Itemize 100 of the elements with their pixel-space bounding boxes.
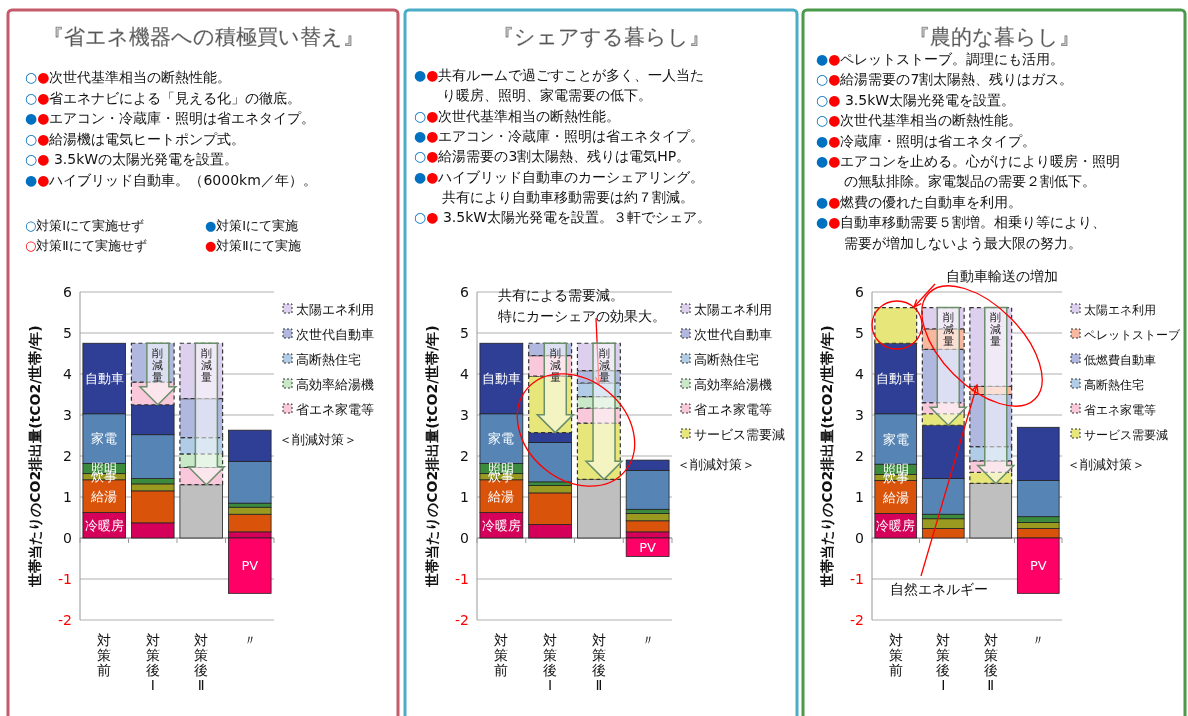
text: ○● 3.5kW太陽光発電を設置。３軒でシェア。 [414,209,712,226]
legend-label: 高効率給湯機 [296,377,374,393]
legend-title: ＜削減対策＞ [1067,456,1145,472]
text: ○● 3.5kW太陽光発電を設置。 [816,91,1016,108]
text: ○●給湯機は電気ヒートポンプ式。 [25,130,246,147]
annotation: 削減量 [942,311,954,349]
x-tick-label: 対策前 [494,631,509,678]
legend-title: ＜削減対策＞ [677,456,755,472]
legend-label: 次世代自動車 [694,327,772,343]
series-label: 家電 [91,431,118,447]
x-tick-label: 対策後Ⅱ [591,631,606,693]
y-tick-label: 4 [460,365,470,382]
series-label: 自動車 [481,371,521,387]
y-tick-label: 5 [855,324,864,341]
annotation: 削減量 [990,311,1002,349]
y-tick-label: 3 [63,406,72,423]
y-tick-label: 0 [460,529,469,546]
series-label: 冷暖房 [481,517,521,533]
annotation: 削減量 [598,347,610,384]
y-tick-label: 2 [63,447,72,464]
text: ●●エアコンを止める。心がけにより暖房・照明の無駄排除。家電製品の需要２割低下。 [816,153,1121,190]
y-tick-label: 0 [855,529,864,546]
series-label: PV [1029,558,1047,574]
series-label: 給湯 [881,489,909,505]
text: ●対策Ⅰにて実施 [205,218,299,233]
text: ●●冷蔵庫・照明は省エネタイプ。 [816,132,1037,149]
y-axis-title: 世帯当たりのCO2排出量(tCO2/世帯/年) [27,325,43,588]
text: 『農的な暮らし』 [908,25,1080,49]
text: 『省エネ機器への積極買い替え』 [42,25,364,49]
y-tick-label: 5 [460,324,469,341]
text: ●●燃費の優れた自動車を利用。 [816,193,1023,210]
text: ○● 3.5kWの太陽光発電を設置。 [25,151,239,167]
y-tick-label: 2 [460,447,469,464]
y-tick-label: 2 [855,447,864,464]
text: ○対策Ⅰにて実施せず [25,218,145,233]
y-tick-label: -2 [455,611,469,628]
y-tick-label: -2 [58,611,72,628]
y-tick-label: 6 [855,283,865,300]
text: 自動車輸送の増加 [946,268,1058,284]
text: ○●次世代基準相当の断熱性能。 [816,112,1023,129]
bar [969,483,1013,539]
text: ○●省エネナビによる「見える化」の徹底。 [25,89,302,106]
y-tick-label: 6 [63,283,73,300]
text: ●対策Ⅱにて実施 [205,238,301,253]
x-tick-label: 〃 [1031,631,1046,648]
legend-label: 太陽エネ利用 [694,302,772,318]
legend-label: 省エネ家電等 [296,402,374,418]
annotation: 削減量 [152,347,164,384]
series-label: 家電 [882,431,909,447]
series-label: 冷暖房 [84,517,124,533]
y-tick-label: -1 [58,570,72,587]
y-tick-label: 4 [855,365,865,382]
y-tick-label: 1 [855,488,864,505]
y-tick-label: 6 [460,283,470,300]
annotation: 削減量 [200,347,212,384]
series-label: PV [241,558,259,574]
y-tick-label: 4 [63,365,73,382]
y-tick-label: -1 [850,570,864,587]
text: ○●次世代基準相当の断熱性能。 [25,69,232,85]
legend-label: 太陽エネ利用 [1084,303,1156,318]
text: ●●エアコン・冷蔵庫・照明は省エネタイプ。 [25,110,316,126]
legend-label: 省エネ家電等 [694,402,772,418]
legend-label: サービス需要減 [694,427,785,443]
legend-label: 高断熱住宅 [1084,378,1144,393]
legend-title: ＜削減対策＞ [279,431,357,447]
series-label: PV [639,539,657,555]
x-tick-label: 〃 [640,631,655,648]
series-label: 自動車 [876,371,916,387]
text: ●●共有ルームで過ごすことが多く、一人当たり暖房、照明、家電需要の低下。 [414,67,705,104]
bar [228,537,272,594]
x-tick-label: 対策後Ⅰ [936,631,951,693]
y-axis-title: 世帯当たりのCO2排出量(tCO2/世帯/年) [819,325,835,588]
legend-label: 低燃費自動車 [1084,353,1156,368]
text: ○●次世代基準相当の断熱性能。 [414,107,621,124]
x-tick-label: 〃 [242,631,257,648]
y-tick-label: 1 [460,488,469,505]
annotation: 共有による需要減。 [498,287,624,303]
series-label: 自動車 [84,371,124,387]
annotation: 削減量 [549,347,561,384]
series-label: 給湯 [90,488,118,504]
x-tick-label: 対策後Ⅱ [983,631,998,693]
y-tick-label: 0 [63,529,72,546]
annotation: 特にカーシェアの効果大。 [498,308,666,324]
text: ○●給湯需要の3割太陽熱、残りは電気HP。 [414,148,691,165]
y-tick-label: 3 [460,406,469,423]
y-tick-label: 3 [855,406,864,423]
text: ●●ハイブリッド自動車。（6000km／年）。 [25,171,317,188]
text: ●●自動車移動需要５割増。相乗り等により、需要が増加しないよう最大限の努力。 [816,214,1107,251]
text: ○●給湯需要の7割太陽熱、残りはガス。 [816,71,1074,88]
legend-label: 高断熱住宅 [296,352,361,368]
legend-label: ペレットストーブ [1084,328,1181,343]
legend-label: 次世代自動車 [296,327,374,343]
text: ○対策Ⅱにて実施せず [25,238,147,253]
series-label: 給湯 [487,488,515,504]
text: 『シェアする暮らし』 [492,25,710,49]
y-axis-title: 世帯当たりのCO2排出量(tCO2/世帯/年) [424,325,440,588]
text: ●●ペレットストーブ。調理にも活用。 [816,51,1065,67]
x-tick-label: 対策後Ⅱ [194,631,209,693]
y-tick-label: 1 [63,488,72,505]
legend-label: サービス需要減 [1084,428,1168,443]
